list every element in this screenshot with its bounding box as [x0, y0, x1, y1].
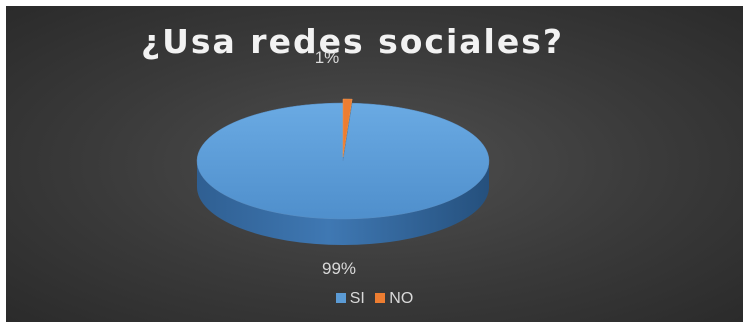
- pie-side-si: [197, 161, 489, 245]
- chart-area: ¿Usa redes sociales? 1% 99% SI NO: [6, 6, 743, 322]
- legend-swatch-no: [375, 293, 386, 303]
- legend-label-si: SI: [349, 290, 365, 307]
- pie-plot: 1% 99%: [196, 48, 490, 278]
- legend-swatch-si: [335, 293, 346, 303]
- legend: SI NO: [6, 290, 743, 308]
- data-label-no: 1%: [315, 48, 340, 67]
- legend-item-si: SI: [335, 290, 365, 308]
- chart-title: ¿Usa redes sociales?: [140, 22, 565, 61]
- data-label-si: 99%: [322, 259, 356, 278]
- pie-slice-si: [196, 102, 490, 220]
- pie-slice-no: [342, 98, 353, 158]
- legend-item-no: NO: [375, 290, 413, 308]
- legend-label-no: NO: [389, 290, 414, 307]
